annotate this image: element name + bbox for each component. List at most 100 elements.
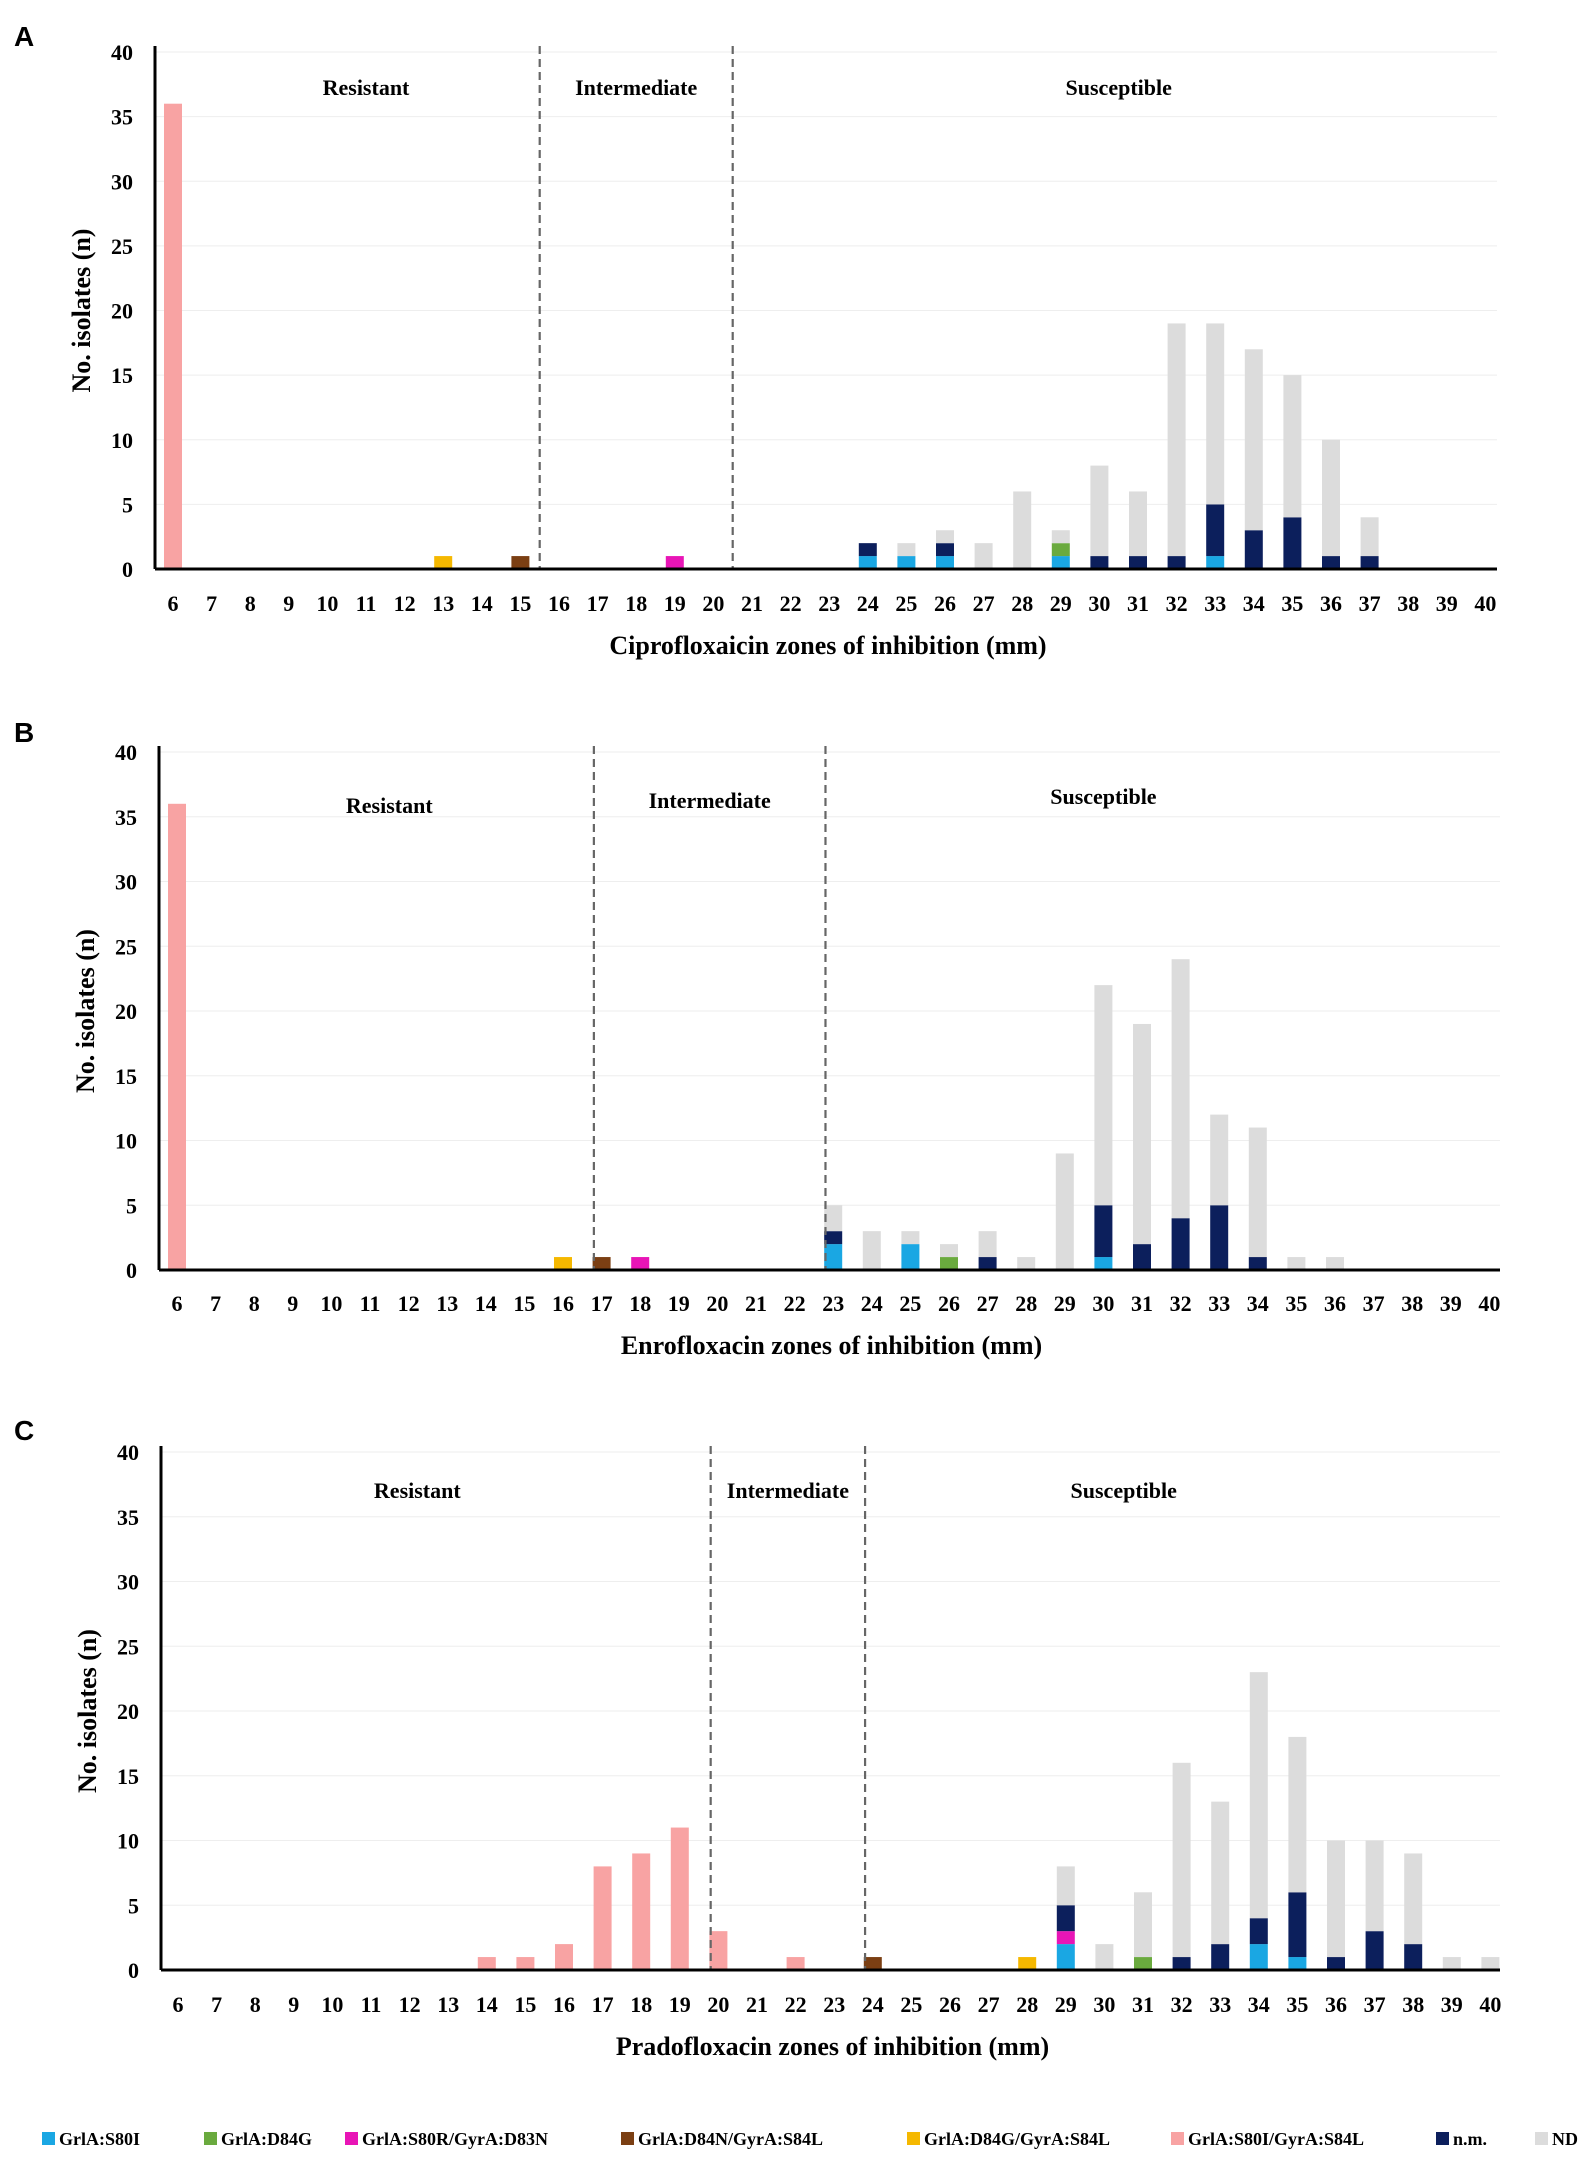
panel-a-bar-31-n-m- (1129, 556, 1147, 569)
panel-c-bar-37-n-m- (1365, 1931, 1384, 1970)
panel-b-x-tick-label: 33 (1208, 1291, 1230, 1316)
panel-a-bar-30-nd (1090, 465, 1109, 557)
panel-b-bar-34-nd (1248, 1127, 1267, 1258)
panel-b-letter: B (14, 717, 34, 748)
panel-c-bar-36-n-m- (1327, 1957, 1345, 1970)
panel-a-bar-6-grla-s80i-gyra-s84l (164, 103, 182, 569)
panel-a-x-tick-label: 12 (394, 591, 416, 616)
legend-swatch-grla-s80i-gyra-s84l (1171, 2132, 1184, 2145)
panel-c-bar-16-grla-s80i-gyra-s84l (555, 1944, 573, 1970)
panel-b-bar-26-nd (940, 1244, 958, 1258)
panel-a-x-tick-label: 13 (432, 591, 454, 616)
panel-c-x-tick-label: 33 (1209, 1992, 1231, 2017)
panel-a-x-tick-label: 26 (934, 591, 956, 616)
panel-b-x-tick-label: 20 (706, 1291, 728, 1316)
panel-a-x-tick-label: 36 (1320, 591, 1342, 616)
panel-a-x-tick-label: 20 (702, 591, 724, 616)
panel-c-bar-18-grla-s80i-gyra-s84l (632, 1853, 651, 1970)
panel-b-x-tick-label: 12 (398, 1291, 420, 1316)
panel-c-y-tick-label: 30 (117, 1570, 139, 1595)
panel-b-x-tick-label: 36 (1324, 1291, 1346, 1316)
panel-c-y-tick-label: 5 (128, 1893, 139, 1918)
panel-b-y-axis-title: No. isolates (n) (71, 929, 100, 1093)
panel-a-bar-27-nd (974, 543, 993, 569)
panel-b-x-tick-label: 25 (899, 1291, 921, 1316)
panel-c-region-label: Intermediate (727, 1478, 849, 1503)
panel-c-y-tick-label: 35 (117, 1505, 139, 1530)
panel-c-bar-29-nd (1056, 1866, 1075, 1906)
panel-a-x-tick-label: 6 (168, 591, 179, 616)
panel-a-bar-28-nd (1013, 491, 1032, 569)
panel-b-y-tick-label: 25 (115, 934, 137, 959)
panel-b-y-tick-label: 10 (115, 1129, 137, 1154)
panel-a-x-tick-label: 37 (1359, 591, 1381, 616)
panel-a-x-tick-label: 15 (509, 591, 531, 616)
panel-b-y-tick-label: 15 (115, 1064, 137, 1089)
panel-c-x-tick-label: 23 (823, 1992, 845, 2017)
panel-c-bar-29-grla-s80r-gyra-d83n (1056, 1931, 1075, 1945)
panel-b-bar-23-n-m- (824, 1231, 843, 1245)
panel-c-region-label: Resistant (374, 1478, 461, 1503)
panel-b-bar-16-grla-d84g-gyra-s84l (554, 1257, 572, 1270)
panel-b-bar-32-n-m- (1171, 1218, 1190, 1270)
panel-c-bar-33-n-m- (1211, 1944, 1230, 1970)
panel-a-bar-36-nd (1322, 439, 1340, 557)
panel-a-bar-32-n-m- (1167, 556, 1186, 569)
panel-b-y-tick-label: 5 (126, 1193, 137, 1218)
panel-a-x-tick-label: 27 (973, 591, 995, 616)
panel-c-x-tick-label: 25 (900, 1992, 922, 2017)
panel-c-bar-34-grla-s80i (1249, 1944, 1268, 1970)
panel-b-x-tick-label: 30 (1092, 1291, 1114, 1316)
panel-c-x-tick-label: 19 (669, 1992, 691, 2017)
panel-b-x-tick-label: 24 (861, 1291, 883, 1316)
panel-b-x-tick-label: 8 (249, 1291, 260, 1316)
panel-c-bar-29-grla-s80i (1056, 1944, 1075, 1970)
panel-c-bar-24-grla-d84n-gyra-s84l (863, 1957, 882, 1970)
panel-a-bar-29-grla-s80i (1051, 556, 1070, 569)
panel-c-x-tick-label: 40 (1479, 1992, 1501, 2017)
panel-b-bar-36-nd (1326, 1257, 1344, 1270)
panel-c-x-tick-label: 34 (1248, 1992, 1270, 2017)
panel-c-bar-19-grla-s80i-gyra-s84l (670, 1827, 689, 1970)
panel-c-x-tick-label: 27 (978, 1992, 1000, 2017)
panel-c-bar-38-nd (1404, 1853, 1423, 1945)
panel-c-bar-14-grla-s80i-gyra-s84l (477, 1957, 496, 1970)
panel-a-x-tick-label: 40 (1474, 591, 1496, 616)
panel-b-x-tick-label: 6 (172, 1291, 183, 1316)
panel-c-bar-22-grla-s80i-gyra-s84l (786, 1957, 805, 1970)
panel-b-x-tick-label: 7 (210, 1291, 221, 1316)
panel-b-bar-32-nd (1171, 959, 1190, 1219)
panel-b-bar-18-grla-s80r-gyra-d83n (631, 1257, 650, 1270)
panel-a-bar-37-nd (1360, 517, 1379, 557)
panel-b-x-tick-label: 27 (977, 1291, 999, 1316)
panel-c-y-tick-label: 15 (117, 1764, 139, 1789)
panel-b-x-tick-label: 23 (822, 1291, 844, 1316)
panel-a-x-tick-label: 29 (1050, 591, 1072, 616)
panel-c-bar-31-grla-d84g (1134, 1957, 1152, 1970)
panel-b-x-tick-label: 34 (1247, 1291, 1269, 1316)
panel-c-bar-30-nd (1095, 1944, 1114, 1970)
panel-b-bar-31-nd (1133, 1023, 1151, 1245)
panel-b-x-tick-label: 26 (938, 1291, 960, 1316)
panel-b-x-tick-label: 28 (1015, 1291, 1037, 1316)
panel-a-region-label: Susceptible (1066, 75, 1173, 100)
legend-swatch-grla-d84g (204, 2132, 217, 2145)
panel-a-x-tick-label: 17 (587, 591, 609, 616)
panel-b-y-tick-label: 40 (115, 740, 137, 765)
legend-label: GrlA:D84G (221, 2129, 312, 2149)
panel-c-bar-35-n-m- (1288, 1892, 1307, 1958)
panel-a-x-tick-label: 10 (316, 591, 338, 616)
panel-a-bar-24-n-m- (858, 543, 877, 557)
panel-c-bar-38-n-m- (1404, 1944, 1423, 1970)
panel-a-x-tick-label: 21 (741, 591, 763, 616)
panel-c-bar-33-nd (1211, 1801, 1230, 1945)
panel-c-x-tick-label: 39 (1441, 1992, 1463, 2017)
panel-b-x-tick-label: 13 (436, 1291, 458, 1316)
panel-b-y-tick-label: 35 (115, 805, 137, 830)
panel-a-bar-15-grla-d84n-gyra-s84l (511, 556, 530, 569)
panel-b-x-tick-label: 11 (360, 1291, 381, 1316)
panel-a-x-tick-label: 14 (471, 591, 493, 616)
panel-c-y-tick-label: 0 (128, 1958, 139, 1983)
panel-b-x-tick-label: 16 (552, 1291, 574, 1316)
